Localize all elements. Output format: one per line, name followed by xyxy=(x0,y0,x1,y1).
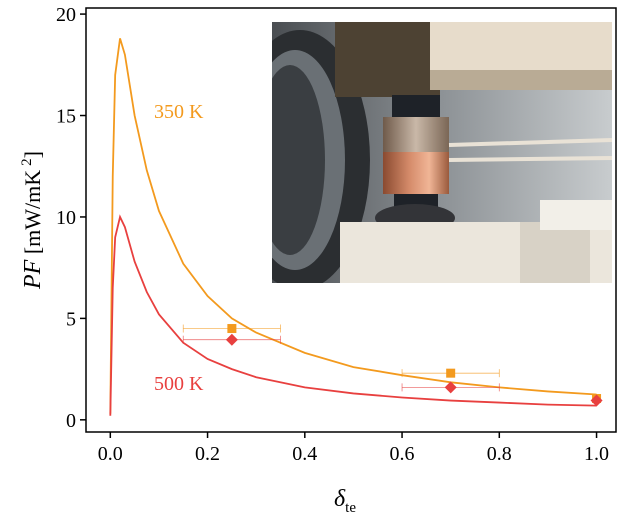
y-tick-label: 0 xyxy=(66,410,76,432)
plot-frame xyxy=(85,7,617,433)
series-label: 500 K xyxy=(154,373,204,395)
y-tick-label: 20 xyxy=(56,4,76,26)
scatter-marker xyxy=(446,368,456,378)
scatter-marker xyxy=(444,381,457,394)
y-tick-label: 15 xyxy=(56,106,76,128)
x-tick-label: 0.0 xyxy=(98,443,123,465)
x-axis-label: δte xyxy=(334,486,356,516)
inset-photo xyxy=(272,22,612,283)
scatter-marker xyxy=(590,394,603,407)
x-label-subscript: te xyxy=(345,500,356,516)
y-tick-label: 10 xyxy=(56,207,76,229)
x-label-symbol: δ xyxy=(334,486,346,512)
x-tick-label: 0.4 xyxy=(292,443,317,465)
x-tick-label: 1.0 xyxy=(584,443,609,465)
y-label-superscript: 2 xyxy=(19,158,35,166)
scatter-marker xyxy=(225,333,238,346)
series-label: 350 K xyxy=(154,101,204,123)
x-tick-label: 0.2 xyxy=(195,443,220,465)
y-axis-label: PF [mW/mK 2] xyxy=(19,151,46,290)
y-tick-label: 5 xyxy=(66,308,76,330)
y-label-close: ] xyxy=(20,151,45,158)
y-label-unit: [mW/mK xyxy=(20,170,45,260)
scatter-marker xyxy=(227,324,237,334)
y-label-symbol: PF xyxy=(20,259,46,290)
x-tick-label: 0.8 xyxy=(487,443,512,465)
line-series xyxy=(109,214,597,416)
x-tick-label: 0.6 xyxy=(390,443,415,465)
